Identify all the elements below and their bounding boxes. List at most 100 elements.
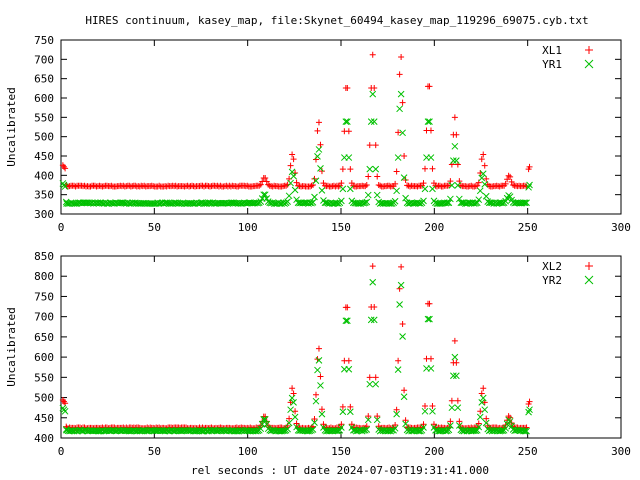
data-point bbox=[421, 185, 429, 193]
data-point bbox=[285, 192, 293, 200]
data-point bbox=[311, 419, 318, 426]
data-point bbox=[285, 419, 293, 427]
x-tick-label: 50 bbox=[148, 221, 161, 234]
data-point bbox=[345, 357, 352, 364]
data-point bbox=[309, 199, 317, 206]
data-point bbox=[108, 182, 115, 189]
y-tick-label: 500 bbox=[34, 392, 54, 405]
data-point bbox=[526, 163, 533, 170]
data-point bbox=[292, 408, 299, 415]
y-tick-label: 750 bbox=[34, 34, 54, 47]
data-point bbox=[420, 180, 427, 187]
legend-label: YR2 bbox=[542, 274, 562, 287]
data-point bbox=[391, 197, 399, 205]
bottom-panel: 400 450 500 550 600 650 700 750 800 850 0 50 100 150 2… bbox=[5, 250, 631, 458]
y-tick-label: 300 bbox=[34, 208, 54, 221]
data-point bbox=[483, 175, 490, 182]
data-point bbox=[287, 399, 294, 406]
data-point bbox=[429, 403, 436, 410]
data-point bbox=[456, 178, 463, 185]
data-point bbox=[426, 83, 433, 90]
data-point bbox=[451, 353, 459, 361]
legend-marker bbox=[584, 275, 594, 285]
data-point bbox=[447, 178, 454, 185]
data-point bbox=[480, 151, 487, 158]
y-tick-label: 400 bbox=[34, 432, 54, 445]
data-point bbox=[397, 281, 405, 289]
data-point bbox=[318, 187, 326, 194]
data-point bbox=[314, 153, 321, 160]
data-point bbox=[72, 183, 79, 190]
data-point bbox=[453, 131, 460, 138]
data-point bbox=[372, 380, 380, 388]
series-xl2 bbox=[59, 263, 533, 432]
y-tick-label: 700 bbox=[34, 311, 54, 324]
data-point bbox=[371, 84, 378, 91]
y-tick-label: 700 bbox=[34, 53, 54, 66]
data-point bbox=[312, 397, 320, 405]
data-point bbox=[309, 426, 317, 433]
data-point bbox=[393, 410, 400, 418]
data-point bbox=[481, 180, 489, 188]
data-point bbox=[317, 382, 324, 389]
x-tick-label: 150 bbox=[331, 221, 351, 234]
data-point bbox=[444, 199, 451, 207]
data-point bbox=[430, 421, 437, 428]
data-point bbox=[392, 180, 399, 187]
data-point bbox=[318, 168, 325, 175]
data-point bbox=[369, 263, 376, 270]
data-point bbox=[475, 196, 483, 204]
data-point bbox=[314, 127, 321, 134]
data-point bbox=[502, 424, 509, 432]
data-point bbox=[391, 424, 399, 432]
data-point bbox=[481, 162, 488, 169]
x-tick-label: 300 bbox=[611, 445, 631, 458]
data-point bbox=[451, 337, 458, 344]
data-point bbox=[314, 366, 321, 374]
data-point bbox=[369, 51, 376, 58]
data-point bbox=[62, 165, 69, 172]
data-point bbox=[365, 413, 372, 420]
data-point bbox=[420, 424, 427, 431]
data-point bbox=[366, 380, 374, 388]
data-point bbox=[451, 114, 458, 121]
data-point bbox=[61, 183, 69, 190]
chart-title: HIRES continuum, kasey_map, file:Skynet_… bbox=[85, 14, 588, 27]
data-point bbox=[497, 199, 505, 207]
data-point bbox=[478, 156, 485, 163]
data-point bbox=[310, 182, 316, 188]
data-point bbox=[284, 425, 291, 433]
data-point bbox=[290, 399, 297, 406]
data-point bbox=[394, 154, 402, 161]
data-point bbox=[320, 421, 327, 428]
data-point bbox=[526, 181, 533, 189]
data-point bbox=[315, 146, 323, 153]
data-point bbox=[520, 199, 527, 207]
y-tick-label: 600 bbox=[34, 92, 54, 105]
data-point bbox=[478, 390, 485, 397]
data-point bbox=[374, 173, 381, 180]
data-point bbox=[308, 182, 315, 189]
data-point bbox=[375, 182, 382, 188]
y-tick-label: 550 bbox=[34, 111, 54, 124]
data-point bbox=[399, 333, 406, 340]
x-tick-label: 200 bbox=[424, 221, 444, 234]
data-point bbox=[343, 118, 351, 125]
data-point bbox=[421, 407, 429, 415]
data-point bbox=[508, 178, 515, 185]
data-point bbox=[317, 373, 324, 380]
data-point bbox=[445, 199, 453, 207]
data-point bbox=[317, 141, 324, 148]
data-point bbox=[453, 359, 460, 366]
data-point bbox=[523, 199, 530, 207]
data-point bbox=[505, 172, 512, 179]
data-point bbox=[453, 157, 460, 164]
data-point bbox=[336, 182, 343, 189]
data-point bbox=[339, 403, 346, 410]
data-point bbox=[479, 394, 487, 402]
y-tick-label: 650 bbox=[34, 331, 54, 344]
data-point bbox=[263, 420, 271, 428]
data-point bbox=[307, 183, 314, 190]
data-point bbox=[420, 421, 427, 428]
data-point bbox=[373, 191, 381, 199]
